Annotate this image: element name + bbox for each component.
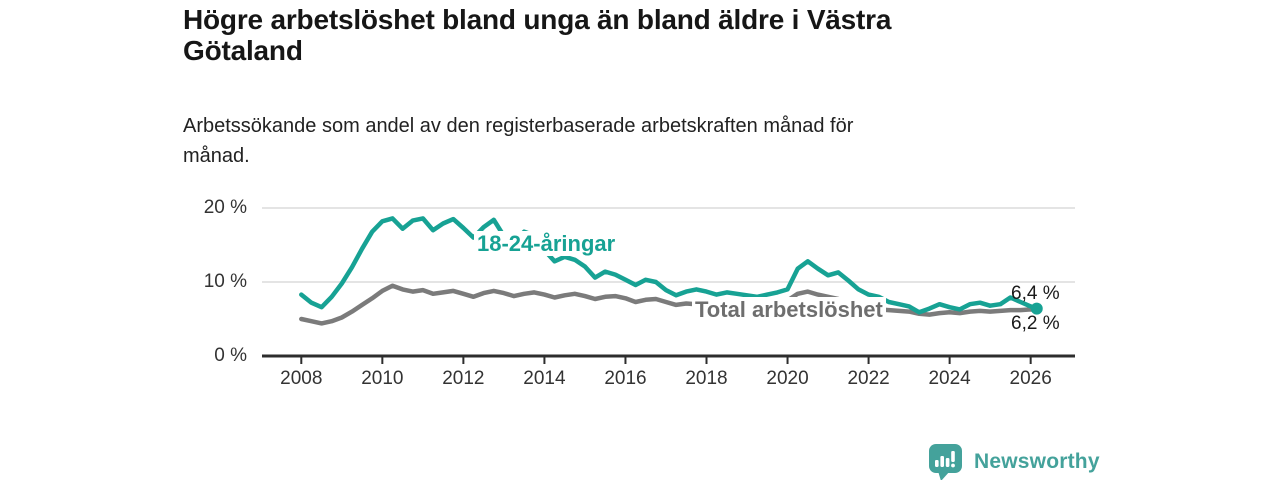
series-line-young (299, 216, 1039, 315)
x-tick-label: 2020 (766, 368, 809, 389)
x-tick-label: 2018 (685, 368, 728, 389)
x-tick-label: 2024 (928, 368, 971, 389)
x-tick-label: 2010 (361, 368, 404, 389)
y-tick-label: 20 % (203, 197, 247, 218)
x-tick-label: 2008 (280, 368, 323, 389)
bar-chart-speech-bubble-icon (929, 444, 962, 480)
newsworthy-logo: Newsworthy (928, 443, 1100, 480)
series-label-total: Total arbetslöshet (692, 297, 886, 322)
series-label-young: 18-24-åringar (474, 231, 619, 256)
x-tick-label: 2014 (523, 368, 566, 389)
page-subtitle: Arbetssökande som andel av den registerb… (183, 115, 854, 167)
y-tick-label: 0 % (214, 345, 247, 366)
x-tick-label: 2016 (604, 368, 647, 389)
endpoint-dot (1030, 302, 1043, 315)
end-value-label-total: 6,2 % (1011, 313, 1060, 334)
y-tick-label: 10 % (203, 271, 247, 292)
x-tick-label: 2026 (1009, 368, 1052, 389)
x-tick-label: 2012 (442, 368, 485, 389)
newsworthy-wordmark: Newsworthy (974, 450, 1100, 473)
x-tick-label: 2022 (847, 368, 890, 389)
page-title: Högre arbetslöshet bland unga än bland ä… (183, 4, 892, 66)
end-value-label-young: 6,4 % (1011, 283, 1060, 304)
